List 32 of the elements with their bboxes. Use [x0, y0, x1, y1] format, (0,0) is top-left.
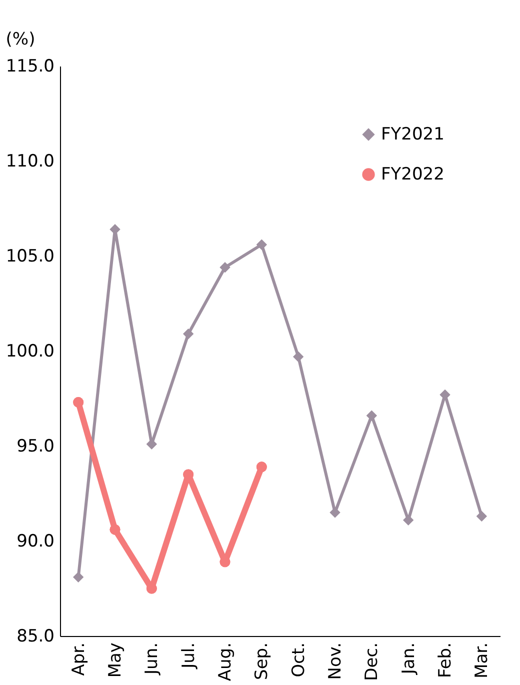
x-tick-label: Mar.	[472, 642, 492, 678]
point	[256, 239, 267, 250]
x-tick-label: Jun.	[142, 642, 162, 676]
point	[73, 572, 84, 582]
point	[293, 351, 304, 362]
point	[183, 328, 194, 340]
x-tick-label: Apr.	[68, 642, 89, 676]
x-tick-label: Aug.	[216, 642, 236, 682]
point	[73, 397, 84, 408]
y-tick-label: 115.0	[6, 56, 54, 76]
y-tick-label: 95.0	[16, 436, 54, 456]
y-tick-label: 85.0	[16, 626, 54, 646]
y-tick-label: 90.0	[16, 532, 54, 552]
x-tick-label: May	[106, 642, 126, 678]
x-tick-label: Dec.	[362, 642, 382, 681]
x-tick-label: Jul.	[178, 642, 199, 670]
legend-label: FY2022	[381, 164, 444, 184]
y-axis-title: (%)	[6, 30, 36, 50]
y-tick-label: 105.0	[6, 246, 54, 266]
x-tick-label: Sep.	[252, 642, 272, 680]
legend-label: FY2021	[381, 124, 444, 144]
x-tick-label: Jan.	[398, 642, 419, 676]
point	[110, 524, 120, 535]
point	[220, 262, 230, 273]
x-tick-label: Oct.	[288, 642, 309, 678]
y-tick-label: 100.0	[6, 342, 54, 362]
point	[256, 462, 267, 472]
x-tick-label: Nov.	[326, 642, 346, 680]
point	[476, 511, 487, 522]
x-tick-label: Feb.	[436, 642, 456, 678]
y-tick-label: 110.0	[6, 152, 54, 172]
point	[366, 410, 377, 421]
